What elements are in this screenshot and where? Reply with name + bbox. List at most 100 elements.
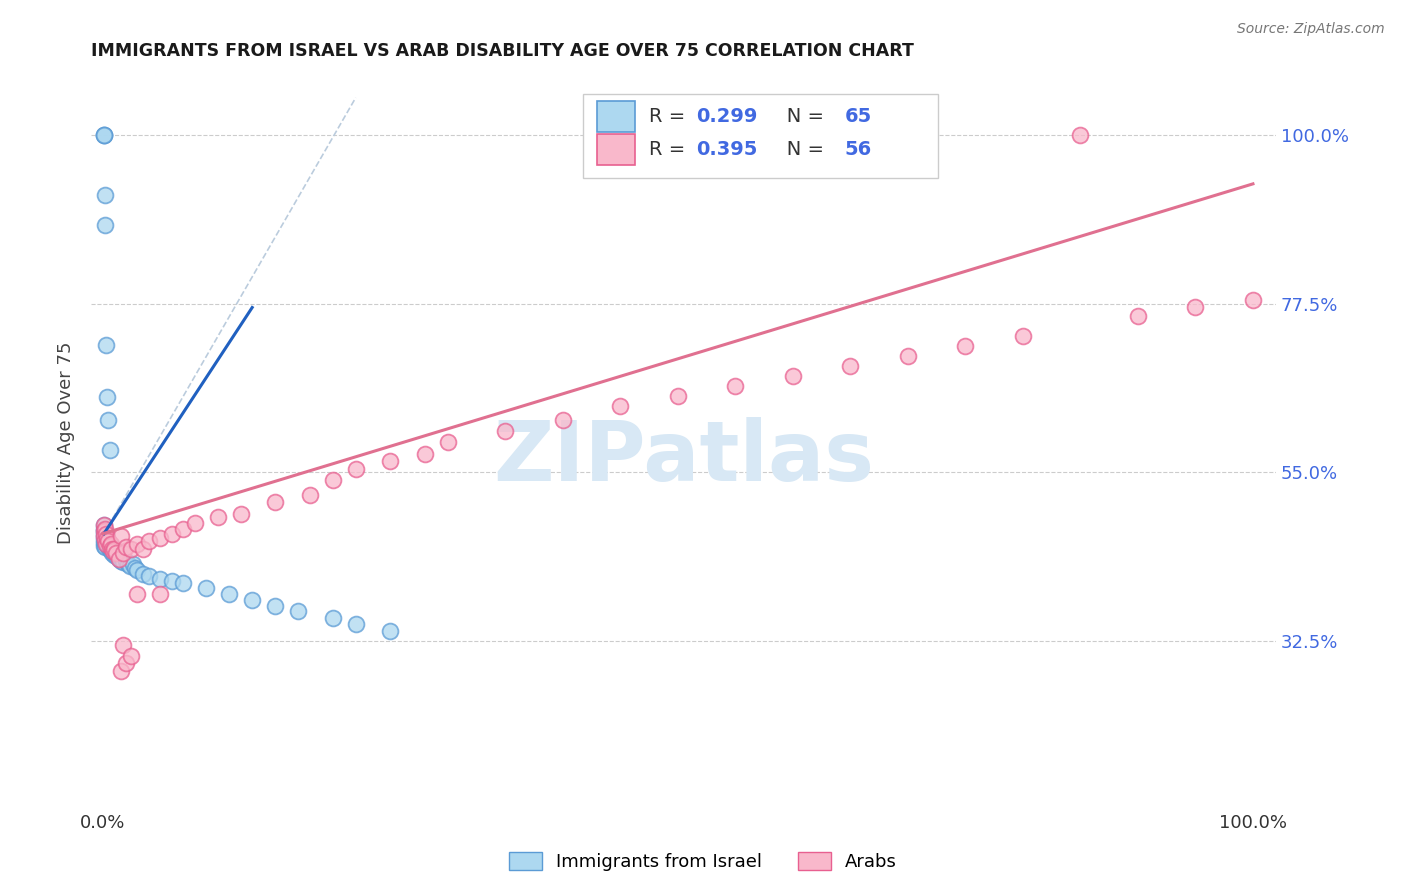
Point: [120, 541, 142, 556]
Point: [114, 554, 136, 568]
Point: [98, 536, 121, 550]
Point: [138, 534, 160, 549]
Point: [298, 488, 321, 502]
Point: [120, 559, 142, 574]
Point: [111, 551, 134, 566]
Point: [96, 531, 118, 545]
Text: R =: R =: [650, 140, 692, 159]
Text: IMMIGRANTS FROM ISRAEL VS ARAB DISABILITY AGE OVER 75 CORRELATION CHART: IMMIGRANTS FROM ISRAEL VS ARAB DISABILIT…: [91, 42, 914, 60]
Point: [160, 526, 183, 541]
Point: [132, 566, 155, 581]
Point: [149, 572, 172, 586]
Point: [124, 561, 146, 575]
Point: [94, 541, 117, 555]
Text: N =: N =: [768, 107, 830, 126]
Point: [100, 536, 122, 550]
Point: [97, 413, 120, 427]
Point: [551, 413, 574, 427]
Point: [93, 539, 115, 553]
Point: [287, 604, 309, 618]
Point: [97, 534, 120, 549]
Point: [94, 529, 117, 543]
Point: [127, 587, 149, 601]
Point: [101, 544, 124, 558]
Point: [94, 188, 117, 202]
Point: [98, 539, 121, 553]
Point: [160, 574, 183, 588]
Point: [127, 536, 149, 550]
Point: [93, 524, 115, 538]
Point: [93, 517, 115, 532]
Text: 0.299: 0.299: [696, 107, 758, 126]
Point: [436, 435, 458, 450]
Point: [93, 522, 115, 536]
Point: [839, 359, 862, 373]
Point: [94, 526, 117, 541]
Point: [955, 339, 977, 353]
Text: 65: 65: [845, 107, 872, 126]
Text: ZIPatlas: ZIPatlas: [494, 417, 875, 498]
Point: [609, 400, 631, 414]
Point: [114, 541, 136, 555]
Point: [103, 541, 125, 556]
Point: [107, 551, 129, 566]
Point: [103, 548, 125, 562]
Text: Source: ZipAtlas.com: Source: ZipAtlas.com: [1237, 22, 1385, 37]
Point: [94, 536, 117, 550]
Point: [207, 510, 229, 524]
FancyBboxPatch shape: [598, 101, 636, 132]
Point: [96, 531, 118, 545]
Point: [666, 389, 689, 403]
Point: [120, 648, 142, 663]
Point: [94, 338, 117, 352]
Point: [94, 522, 117, 536]
Point: [380, 454, 402, 468]
Point: [101, 541, 124, 556]
Point: [93, 128, 115, 143]
Point: [105, 546, 128, 560]
FancyBboxPatch shape: [583, 94, 938, 178]
Point: [322, 473, 344, 487]
Legend: Immigrants from Israel, Arabs: Immigrants from Israel, Arabs: [502, 845, 904, 879]
Point: [104, 546, 127, 560]
Point: [100, 544, 122, 558]
Point: [117, 557, 139, 571]
Y-axis label: Disability Age Over 75: Disability Age Over 75: [58, 341, 75, 543]
Point: [93, 524, 115, 538]
Point: [96, 391, 118, 405]
Point: [897, 349, 920, 363]
Point: [240, 592, 263, 607]
Text: 0.395: 0.395: [696, 140, 758, 159]
Point: [94, 533, 117, 547]
Point: [149, 587, 172, 601]
Point: [1069, 128, 1091, 143]
Point: [1126, 310, 1149, 324]
Point: [724, 379, 747, 393]
Point: [344, 461, 367, 475]
Point: [183, 516, 205, 531]
Point: [229, 507, 252, 521]
Point: [93, 128, 115, 143]
Point: [93, 535, 115, 549]
Point: [101, 546, 124, 560]
FancyBboxPatch shape: [598, 134, 636, 165]
Point: [264, 495, 287, 509]
Point: [782, 369, 804, 384]
Point: [94, 533, 117, 547]
Point: [121, 557, 143, 571]
Point: [94, 536, 117, 550]
Point: [322, 611, 344, 625]
Point: [94, 526, 117, 541]
Point: [1184, 301, 1206, 315]
Point: [112, 638, 135, 652]
Point: [413, 447, 436, 461]
Point: [1241, 293, 1264, 307]
Point: [149, 531, 172, 545]
Point: [103, 541, 125, 556]
Point: [107, 551, 129, 566]
Point: [380, 624, 402, 639]
Point: [94, 218, 117, 232]
Point: [100, 539, 122, 553]
Point: [494, 424, 516, 438]
Point: [127, 563, 149, 577]
